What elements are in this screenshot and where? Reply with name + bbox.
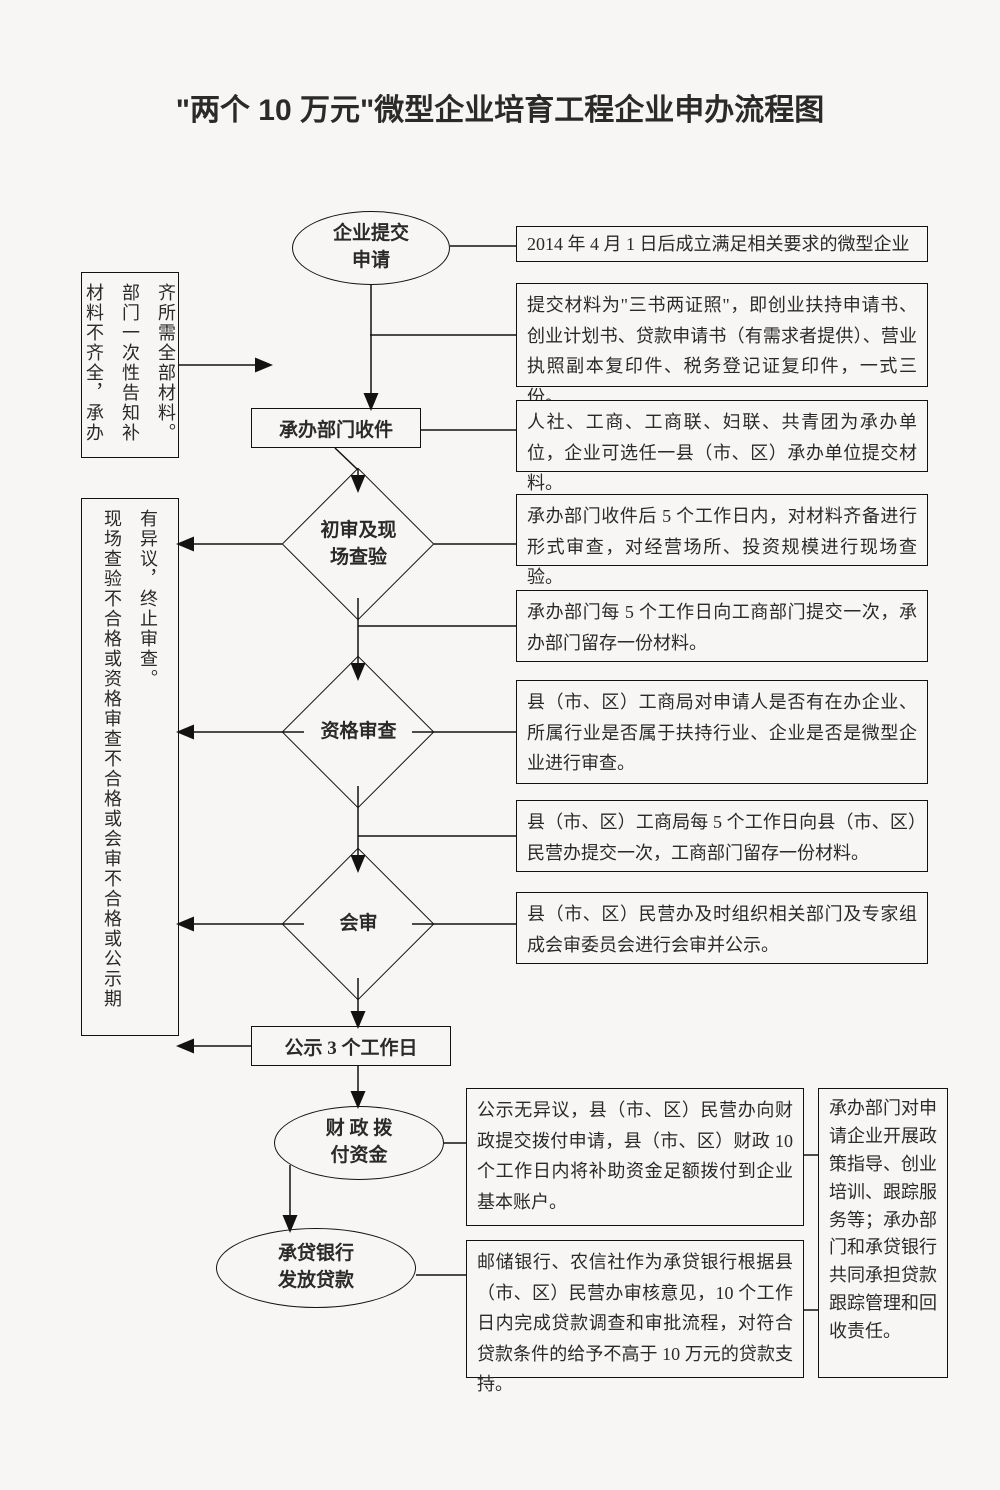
desc-r9: 公示无异议，县（市、区）民营办向财政提交拨付申请，县（市、区）财政 10 个工作… <box>466 1088 804 1226</box>
desc-r3: 人社、工商、工商联、妇联、共青团为承办单位，企业可选任一县（市、区）承办单位提交… <box>516 400 928 472</box>
node-publicity: 公示 3 个工作日 <box>251 1026 451 1066</box>
node-submit-application: 企业提交 申请 <box>292 211 450 285</box>
node-fiscal-funding: 财 政 拨 付资金 <box>274 1106 444 1180</box>
desc-r7: 县（市、区）工商局每 5 个工作日向县（市、区）民营办提交一次，工商部门留存一份… <box>516 800 928 872</box>
desc-r11: 承办部门对申请企业开展政策指导、创业培训、跟踪服务等；承办部门和承贷银行共同承担… <box>818 1088 948 1378</box>
node-initial-review: 初审及现 场查验 <box>304 490 412 598</box>
node-label: 公示 3 个工作日 <box>284 1033 417 1060</box>
node-qualification-review: 资格审查 <box>304 678 412 786</box>
desc-r6: 县（市、区）工商局对申请人是否有在办企业、所属行业是否属于扶持行业、企业是否是微… <box>516 680 928 784</box>
node-label: 承贷银行 发放贷款 <box>278 1241 354 1294</box>
desc-r1: 2014 年 4 月 1 日后成立满足相关要求的微型企业 <box>516 226 928 262</box>
sidebox-terminate-review: 现场查验不合格或资格审查不合格或会审不合格或公示期有异议，终止审查。 <box>81 498 179 1036</box>
sidebox-text: 材料不齐全，承办部门一次性告知补齐所需全部材料。 <box>76 283 184 447</box>
node-label: 会审 <box>340 911 378 938</box>
page-title: "两个 10 万元"微型企业培育工程企业申办流程图 <box>0 85 1000 129</box>
node-label: 资格审查 <box>321 719 397 746</box>
desc-r2: 提交材料为"三书两证照"，即创业扶持申请书、创业计划书、贷款申请书（有需求者提供… <box>516 283 928 387</box>
node-joint-review: 会审 <box>304 870 412 978</box>
desc-r4: 承办部门收件后 5 个工作日内，对材料齐备进行形式审查，对经营场所、投资规模进行… <box>516 494 928 566</box>
node-bank-loan: 承贷银行 发放贷款 <box>216 1228 416 1308</box>
node-label: 承办部门收件 <box>279 415 393 442</box>
desc-r8: 县（市、区）民营办及时组织相关部门及专家组成会审委员会进行会审并公示。 <box>516 892 928 964</box>
node-label: 初审及现 场查验 <box>321 518 397 571</box>
node-label: 企业提交 申请 <box>333 221 409 274</box>
desc-r5: 承办部门每 5 个工作日向工商部门提交一次，承办部门留存一份材料。 <box>516 590 928 662</box>
sidebox-text: 现场查验不合格或资格审查不合格或会审不合格或公示期有异议，终止审查。 <box>94 509 166 1025</box>
desc-r10: 邮储银行、农信社作为承贷银行根据县（市、区）民营办审核意见，10 个工作日内完成… <box>466 1240 804 1378</box>
node-label: 财 政 拨 付资金 <box>326 1116 393 1169</box>
node-dept-receive: 承办部门收件 <box>251 408 421 448</box>
sidebox-incomplete-materials: 材料不齐全，承办部门一次性告知补齐所需全部材料。 <box>81 272 179 458</box>
